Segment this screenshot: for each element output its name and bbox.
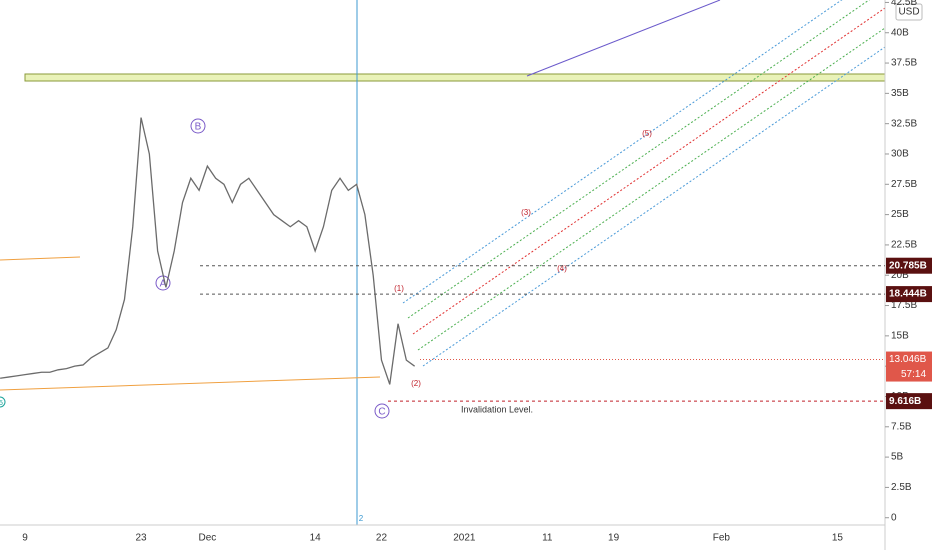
y-tick-label: 27.5B <box>891 179 917 190</box>
wave-label: C <box>378 407 385 418</box>
wave-label: 5 <box>0 400 3 407</box>
wave-label: (1) <box>394 284 404 293</box>
wave-circle <box>190 118 206 134</box>
x-tick-label: 23 <box>135 533 147 544</box>
level-box <box>886 393 932 410</box>
x-tick-label: 15 <box>832 533 844 544</box>
channel-line <box>417 27 886 351</box>
price-line <box>0 117 416 385</box>
x-tick-label: 22 <box>376 533 388 544</box>
y-tick-label: 30B <box>891 149 909 160</box>
y-tick-label: 37.5B <box>891 58 917 69</box>
trend-line <box>0 376 381 391</box>
y-tick-label: 20B <box>891 270 909 281</box>
level-label: 9.616B <box>889 396 921 407</box>
y-tick-label: 15B <box>891 330 909 341</box>
channel-line <box>422 46 886 367</box>
y-tick-label: 25B <box>891 209 909 220</box>
y-tick-label: 40B <box>891 27 909 38</box>
y-tick-label: 2.5B <box>891 482 912 493</box>
wave-label: B <box>195 122 202 133</box>
currency-box <box>895 3 923 21</box>
level-box <box>886 286 932 303</box>
y-tick-label: 17.5B <box>891 300 917 311</box>
wave-label: (5) <box>642 129 652 138</box>
y-tick-label: 22.5B <box>891 240 917 251</box>
price-box <box>886 351 932 382</box>
zone-rect <box>24 73 886 82</box>
x-tick-label: Dec <box>198 533 216 544</box>
level-box <box>886 257 932 274</box>
trend-line <box>526 0 721 77</box>
x-tick-label: 19 <box>608 533 620 544</box>
y-tick-label: 32.5B <box>891 118 917 129</box>
y-tick-label: 7.5B <box>891 421 912 432</box>
y-tick-label: 5B <box>891 452 904 463</box>
y-tick-label: 0 <box>891 512 897 523</box>
marker-label: 2 <box>359 514 364 523</box>
y-tick-label: 42.5B <box>891 0 917 8</box>
level-label: 18.444B <box>889 289 927 300</box>
price-label: 13.046B <box>889 354 927 365</box>
wave-label: (3) <box>521 208 531 217</box>
x-tick-label: 11 <box>542 533 553 544</box>
wave-label: A <box>160 279 167 290</box>
annotation: Invalidation Level. <box>461 404 533 414</box>
channel-line <box>402 0 843 304</box>
wave-label: (2) <box>411 379 421 388</box>
countdown: 57:14 <box>901 369 926 380</box>
level-label: 20.785B <box>889 260 927 271</box>
wave-circle <box>374 403 390 419</box>
wave-circle <box>0 396 6 408</box>
x-tick-label: 9 <box>22 533 28 544</box>
x-tick-label: 14 <box>310 533 322 544</box>
trend-line <box>0 256 81 261</box>
currency: USD <box>898 7 919 18</box>
x-tick-label: 2021 <box>453 533 476 544</box>
wave-label: (4) <box>557 264 567 273</box>
channel-line <box>407 0 870 319</box>
y-tick-label: 35B <box>891 88 909 99</box>
x-tick-label: Feb <box>713 533 731 544</box>
